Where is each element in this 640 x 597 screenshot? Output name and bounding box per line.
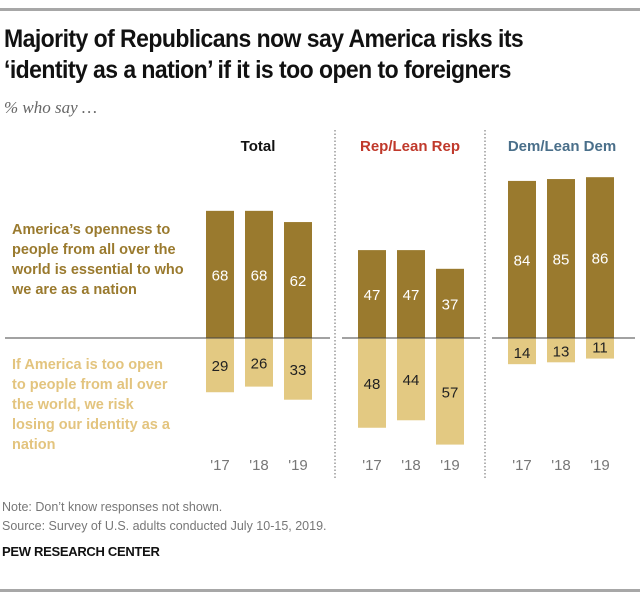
x-tick-label: '19: [440, 457, 460, 474]
pew-logo-text: PEW RESEARCH CENTER: [2, 544, 160, 559]
value-label-risk: 57: [442, 384, 459, 401]
bar-risk-rep-lean-rep: [397, 338, 425, 421]
chart-title: Majority of Republicans now say America …: [4, 25, 524, 84]
source-text: Source: Survey of U.S. adults conducted …: [2, 519, 327, 533]
value-label-essential: 86: [592, 251, 609, 268]
bar-essential-rep-lean-rep: [397, 250, 425, 338]
x-tick-label: '18: [551, 457, 571, 474]
value-label-essential: 68: [212, 267, 229, 284]
value-label-risk: 13: [553, 343, 570, 360]
value-label-risk: 33: [290, 362, 307, 379]
essential-series-label: America’s openness to people from all ov…: [12, 222, 184, 298]
value-label-essential: 85: [553, 252, 570, 269]
bar-essential-rep-lean-rep: [358, 250, 386, 338]
bar-risk-total: [284, 338, 312, 400]
risk-series-label: If America is too open to people from al…: [12, 357, 170, 453]
value-label-essential: 84: [514, 252, 531, 269]
bar-risk-rep-lean-rep: [358, 338, 386, 428]
x-tick-label: '17: [210, 457, 230, 474]
bar-essential-dem-lean-dem: [547, 179, 575, 338]
panel-title-total: Total: [240, 138, 276, 155]
value-label-risk: 14: [514, 345, 531, 362]
x-tick-label: '19: [590, 457, 610, 474]
value-label-risk: 11: [592, 340, 608, 357]
x-tick-label: '18: [249, 457, 269, 474]
note-text: Note: Don’t know responses not shown.: [2, 500, 223, 514]
value-label-essential: 62: [290, 273, 307, 290]
bar-essential-dem-lean-dem: [508, 180, 536, 338]
top-rule: [0, 8, 640, 11]
bar-essential-dem-lean-dem: [586, 177, 614, 338]
value-label-risk: 26: [251, 355, 268, 372]
bar-essential-total: [245, 210, 273, 338]
panel-title-dem: Dem/Lean Dem: [507, 138, 617, 155]
value-label-risk: 48: [364, 376, 381, 393]
bar-essential-rep-lean-rep: [436, 268, 464, 338]
bar-risk-rep-lean-rep: [436, 338, 464, 445]
value-label-essential: 68: [251, 267, 268, 284]
bar-risk-total: [206, 338, 234, 393]
bar-essential-total: [284, 222, 312, 338]
bar-risk-dem-lean-dem: [547, 338, 575, 363]
chart-subtitle: % who say …: [4, 98, 98, 117]
x-tick-label: '18: [401, 457, 421, 474]
x-tick-label: '17: [512, 457, 532, 474]
bar-risk-total: [245, 338, 273, 387]
value-label-essential: 37: [442, 296, 459, 313]
panel-title-rep: Rep/Lean Rep: [359, 138, 461, 155]
value-label-risk: 44: [403, 372, 420, 389]
bottom-rule: [0, 589, 640, 592]
value-label-risk: 29: [212, 358, 229, 375]
value-label-essential: 47: [403, 287, 420, 304]
bar-risk-dem-lean-dem: [586, 338, 614, 359]
bar-essential-total: [206, 210, 234, 338]
x-tick-label: '17: [362, 457, 382, 474]
bar-risk-dem-lean-dem: [508, 338, 536, 365]
value-label-essential: 47: [364, 287, 381, 304]
x-tick-label: '19: [288, 457, 308, 474]
